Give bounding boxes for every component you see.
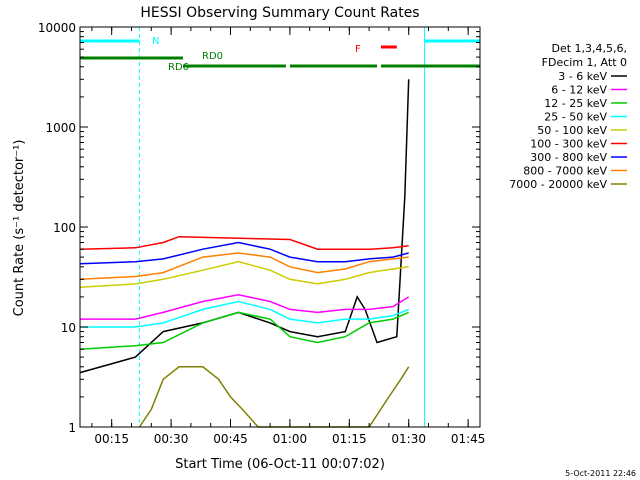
series-line-1 [80,294,410,320]
y-tick-label-2: 100 [53,221,76,235]
y-tick-label-4: 10000 [38,21,76,35]
series-line-5 [79,235,409,250]
x-tick-label-1: 00:30 [154,432,189,446]
x-axis-label: Start Time (06-Oct-11 00:07:02) [175,457,385,472]
plot-area: N RD0 RD6 F [79,27,481,428]
legend-label-7: 800 - 7000 keV [523,165,607,178]
y-tick-label-1: 10 [61,321,76,335]
series-line-0 [79,79,410,374]
series-line-8 [138,366,410,428]
series-line-3 [80,300,409,328]
x-tick-label-2: 00:45 [213,432,248,446]
flag-label-n: N [152,36,159,47]
legend-label-8: 7000 - 20000 keV [509,178,607,191]
series-line-4 [79,260,409,288]
flag-label-rd6: RD6 [168,62,189,73]
x-tick-label-3: 01:00 [273,432,308,446]
x-tick-label-5: 01:30 [391,432,426,446]
x-axis: 00:15 00:30 00:45 01:00 01:15 01:30 01:45 [91,27,486,446]
legend: Det 1,3,4,5,6,FDecim 1, Att 03 - 6 keV6 … [509,42,627,191]
series-line-2 [79,311,409,350]
legend-header-1: FDecim 1, Att 0 [542,56,627,69]
legend-label-4: 50 - 100 keV [537,124,607,137]
flag-label-f: F [355,44,361,55]
y-tick-label-0: 1 [68,421,76,435]
legend-header-0: Det 1,3,4,5,6, [551,42,627,55]
x-tick-label-0: 00:15 [94,432,129,446]
y-tick-label-3: 1000 [45,121,76,135]
series-line-6 [79,241,409,265]
legend-label-1: 6 - 12 keV [551,84,607,97]
chart-title: HESSI Observing Summary Count Rates [140,5,419,21]
legend-label-5: 100 - 300 keV [530,138,607,151]
y-axis-label: Count Rate (s⁻¹ detector⁻¹) [12,140,27,317]
x-tick-label-4: 01:15 [332,432,367,446]
series-line-7 [79,252,409,281]
flag-label-rd0: RD0 [202,51,223,62]
x-tick-label-6: 01:45 [451,432,486,446]
y-axis: 1 10 100 1000 10000 [38,21,480,435]
legend-label-6: 300 - 800 keV [530,151,607,164]
legend-label-2: 12 - 25 keV [544,97,607,110]
legend-label-3: 25 - 50 keV [544,111,607,124]
legend-label-0: 3 - 6 keV [558,70,607,83]
timestamp: 5-Oct-2011 22:46 [565,469,636,478]
